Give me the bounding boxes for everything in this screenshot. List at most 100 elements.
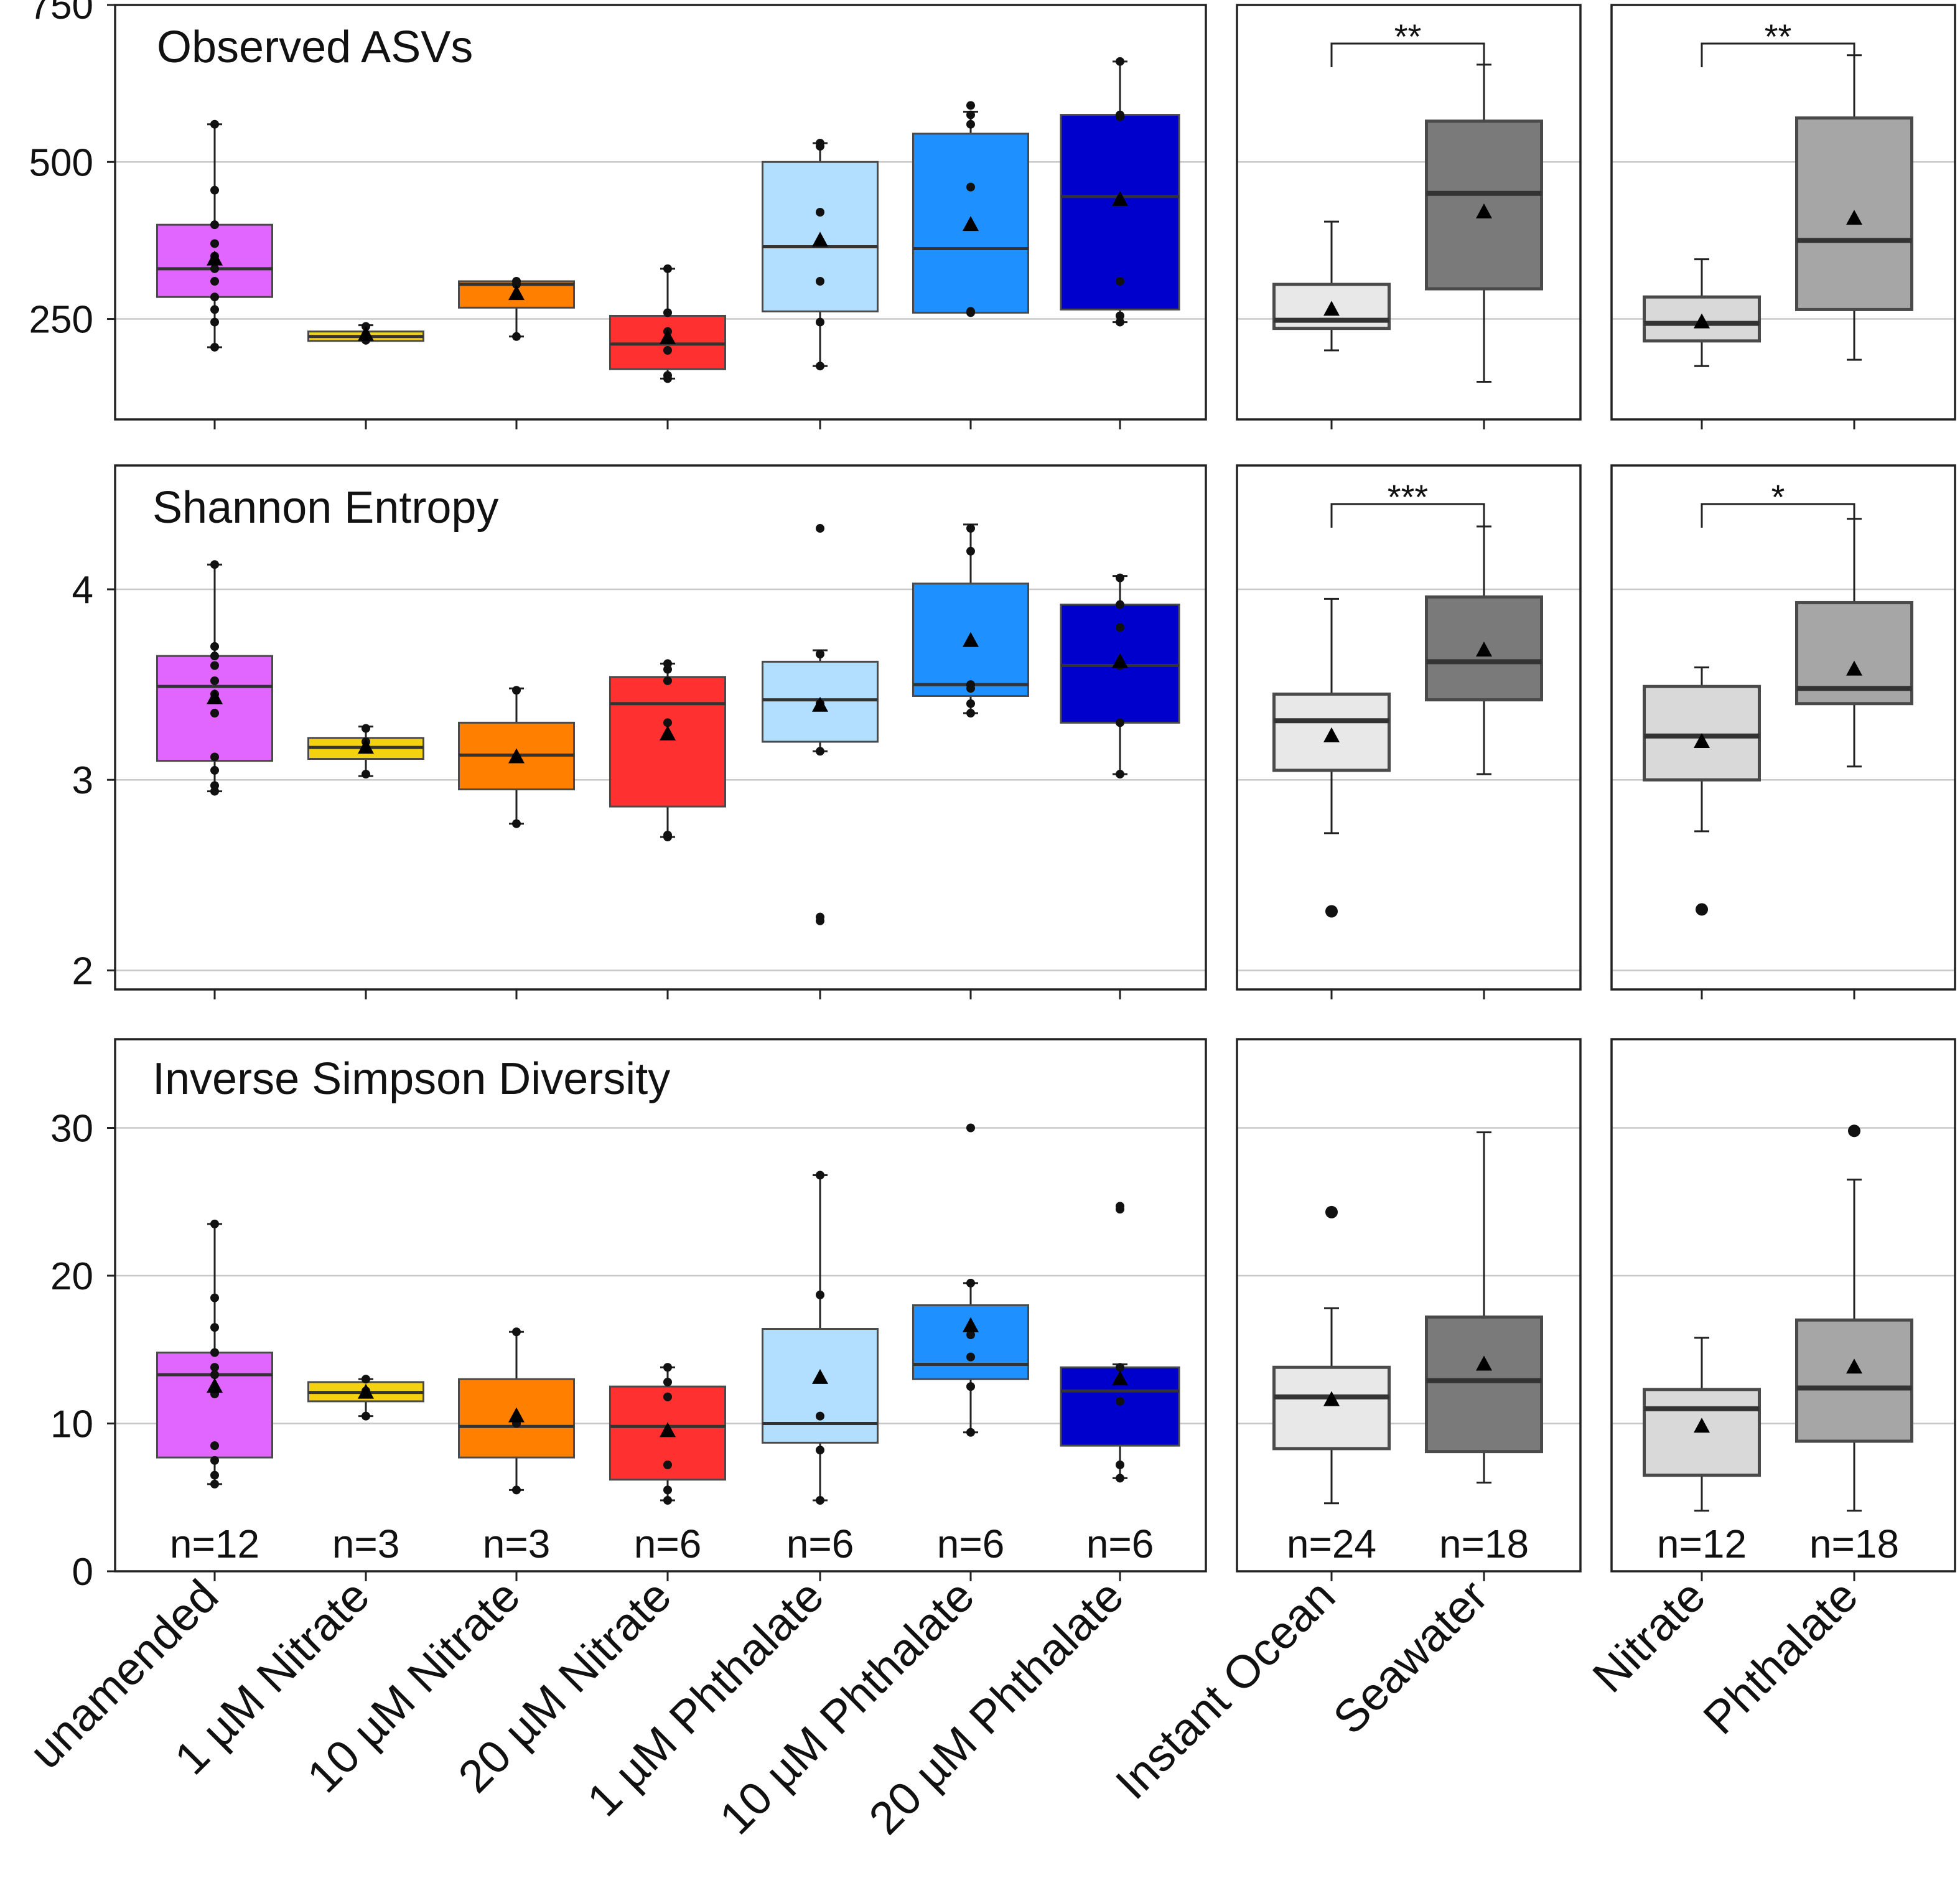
sample-size-label: n=18 xyxy=(1439,1521,1529,1566)
data-point xyxy=(663,1461,672,1469)
data-point xyxy=(1116,770,1124,779)
data-point xyxy=(816,524,824,533)
data-point xyxy=(210,277,219,286)
box-1-m-phthalate xyxy=(762,1328,879,1444)
significance-label: *** xyxy=(1388,477,1428,516)
data-point xyxy=(210,1348,219,1357)
data-point xyxy=(966,524,975,533)
data-point xyxy=(1116,1461,1124,1469)
data-point xyxy=(1116,718,1124,727)
mean-marker xyxy=(1112,190,1128,206)
sample-size-label: n=6 xyxy=(937,1521,1005,1566)
mean-marker xyxy=(660,725,676,741)
data-point xyxy=(816,208,824,217)
mean-marker xyxy=(1112,1370,1128,1386)
box-10-m-phthalate xyxy=(912,1304,1029,1380)
data-point xyxy=(1696,903,1708,916)
data-point xyxy=(1116,623,1124,632)
data-point xyxy=(1116,311,1124,320)
x-category-label: Phthalate xyxy=(1694,1570,1868,1744)
data-point xyxy=(210,652,219,661)
mean-marker xyxy=(1694,1418,1710,1433)
data-point xyxy=(1325,1205,1338,1218)
data-point xyxy=(1116,1474,1124,1483)
box-20-m-nitrate xyxy=(609,676,726,808)
data-point xyxy=(210,752,219,762)
data-point xyxy=(663,830,672,839)
data-point xyxy=(816,1446,824,1455)
data-point xyxy=(816,362,824,371)
data-point xyxy=(210,1323,219,1332)
y-tick-label: 0 xyxy=(72,1551,93,1594)
x-category-label: Nitrate xyxy=(1583,1570,1715,1703)
data-point xyxy=(210,317,219,327)
data-point xyxy=(210,1370,219,1380)
y-tick-label: 750 xyxy=(29,0,93,27)
x-category-label: 20 µM Phthalate xyxy=(859,1570,1133,1844)
mean-marker xyxy=(358,739,374,754)
data-point xyxy=(210,264,219,273)
mean-marker xyxy=(1476,203,1492,218)
mean-marker xyxy=(963,1317,979,1332)
data-point xyxy=(512,1327,521,1337)
data-point xyxy=(210,1479,219,1489)
panel-frame xyxy=(1236,4,1582,421)
data-point xyxy=(816,139,824,147)
y-tick-label: 4 xyxy=(72,569,93,612)
data-point xyxy=(1116,600,1124,609)
y-tick-label: 3 xyxy=(72,759,93,802)
data-point xyxy=(210,1363,219,1372)
data-point xyxy=(663,308,672,317)
data-point xyxy=(512,1485,521,1495)
data-point xyxy=(966,119,975,129)
box-10-m-nitrate xyxy=(458,1378,575,1459)
data-point xyxy=(816,1496,824,1505)
mean-marker xyxy=(812,696,828,712)
data-point xyxy=(663,1363,672,1372)
data-point xyxy=(512,819,521,828)
data-point xyxy=(966,1352,975,1362)
sample-size-label: n=3 xyxy=(332,1521,400,1566)
x-category-label: 10 µM Phthalate xyxy=(709,1570,984,1844)
data-point xyxy=(1116,1202,1124,1211)
panel-frame xyxy=(1610,1038,1956,1573)
significance-bracket xyxy=(1701,503,1855,528)
mean-marker xyxy=(660,329,676,344)
mean-marker xyxy=(508,285,525,301)
mean-marker xyxy=(508,748,525,764)
box-seawater xyxy=(1425,119,1543,291)
data-point xyxy=(1848,1124,1860,1138)
mean-marker xyxy=(1846,660,1862,676)
box-phthalate xyxy=(1795,1318,1913,1443)
data-point xyxy=(816,317,824,327)
panel-frame xyxy=(1236,1038,1582,1573)
sample-size-label: n=24 xyxy=(1287,1521,1376,1566)
data-point xyxy=(663,718,672,727)
mean-marker xyxy=(358,325,374,341)
panel-frame xyxy=(1610,464,1956,991)
mean-marker xyxy=(207,689,223,704)
mean-marker xyxy=(812,231,828,247)
data-point xyxy=(966,101,975,110)
data-point xyxy=(210,119,219,129)
panel-title: Inverse Simpson Diversity xyxy=(152,1054,670,1104)
data-point xyxy=(663,1485,672,1495)
box-seawater xyxy=(1425,1316,1543,1454)
sample-size-label: n=12 xyxy=(170,1521,259,1566)
panel-title: Observed ASVs xyxy=(157,22,473,72)
data-point xyxy=(1116,573,1124,582)
data-point xyxy=(816,1171,824,1180)
data-point xyxy=(966,546,975,556)
data-point xyxy=(966,1123,975,1133)
data-point xyxy=(966,709,975,718)
sample-size-label: n=6 xyxy=(1086,1521,1154,1566)
data-point xyxy=(663,371,672,380)
data-point xyxy=(362,1411,370,1421)
mean-marker xyxy=(1846,1358,1862,1374)
mean-marker xyxy=(1476,1355,1492,1371)
y-tick-label: 20 xyxy=(50,1255,93,1298)
data-point xyxy=(816,912,824,922)
data-point xyxy=(210,292,219,302)
data-point xyxy=(816,1290,824,1299)
data-point xyxy=(966,1428,975,1437)
